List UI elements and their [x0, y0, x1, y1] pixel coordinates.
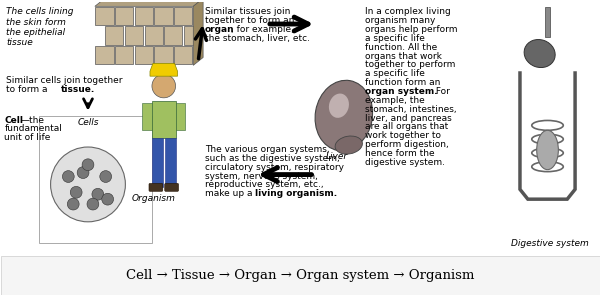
FancyBboxPatch shape	[135, 7, 153, 25]
Text: are all organs that: are all organs that	[365, 122, 449, 132]
Text: a specific life: a specific life	[365, 34, 426, 43]
Text: make up a: make up a	[205, 189, 255, 198]
Bar	[1, 256, 599, 295]
Text: function form an: function form an	[365, 78, 441, 87]
Text: hence form the: hence form the	[365, 149, 435, 158]
FancyBboxPatch shape	[149, 184, 163, 191]
Circle shape	[87, 198, 99, 210]
Text: circulatory system, respiratory: circulatory system, respiratory	[205, 163, 344, 172]
Text: Digestive system: Digestive system	[511, 238, 589, 247]
Text: organs that work: organs that work	[365, 52, 443, 61]
Text: Similar cells join together: Similar cells join together	[6, 76, 123, 85]
FancyBboxPatch shape	[125, 26, 143, 45]
Text: such as the digestive system,: such as the digestive system,	[205, 154, 340, 163]
Text: example, the: example, the	[365, 96, 425, 105]
FancyBboxPatch shape	[152, 138, 163, 187]
Text: work together to: work together to	[365, 131, 441, 140]
Text: perform digestion,: perform digestion,	[365, 140, 449, 149]
Text: fundamental: fundamental	[4, 124, 62, 133]
Text: function. All the: function. All the	[365, 43, 438, 52]
FancyBboxPatch shape	[176, 103, 185, 130]
FancyBboxPatch shape	[135, 46, 153, 64]
Text: system, nervous system,: system, nervous system,	[205, 172, 318, 181]
Text: Liver: Liver	[326, 152, 348, 161]
Text: Organism: Organism	[132, 194, 176, 203]
Text: together to form an: together to form an	[205, 16, 294, 25]
FancyBboxPatch shape	[174, 46, 192, 64]
FancyBboxPatch shape	[165, 184, 179, 191]
FancyBboxPatch shape	[545, 7, 550, 37]
Text: living organism.: living organism.	[255, 189, 337, 198]
FancyBboxPatch shape	[174, 7, 192, 25]
Text: , for example,: , for example,	[230, 25, 294, 34]
FancyBboxPatch shape	[154, 7, 173, 25]
Text: reproductive system, etc.,: reproductive system, etc.,	[205, 181, 323, 189]
Circle shape	[63, 171, 74, 182]
Circle shape	[82, 159, 94, 171]
Text: liver, and pancreas: liver, and pancreas	[365, 113, 452, 123]
Circle shape	[100, 171, 112, 182]
Bar	[39, 116, 152, 244]
Text: In a complex living: In a complex living	[365, 7, 451, 16]
Text: Cells: Cells	[77, 119, 98, 127]
Text: Cell: Cell	[4, 116, 23, 124]
FancyBboxPatch shape	[184, 26, 202, 45]
FancyBboxPatch shape	[105, 26, 123, 45]
FancyBboxPatch shape	[152, 101, 176, 138]
Circle shape	[152, 74, 176, 98]
Text: The cells lining
the skin form
the epithelial
tissue: The cells lining the skin form the epith…	[6, 7, 74, 48]
FancyBboxPatch shape	[95, 46, 114, 64]
Text: Similar tissues join: Similar tissues join	[205, 7, 291, 16]
FancyBboxPatch shape	[165, 138, 176, 187]
FancyBboxPatch shape	[95, 7, 114, 25]
FancyBboxPatch shape	[115, 7, 133, 25]
Circle shape	[77, 167, 89, 178]
Text: organs help perform: organs help perform	[365, 25, 458, 34]
Text: The various organ systems,: The various organ systems,	[205, 145, 330, 154]
Text: stomach, intestines,: stomach, intestines,	[365, 105, 457, 114]
Text: a specific life: a specific life	[365, 69, 426, 78]
Text: For: For	[434, 87, 451, 96]
FancyBboxPatch shape	[145, 26, 163, 45]
Text: together to perform: together to perform	[365, 60, 456, 69]
Ellipse shape	[537, 130, 558, 170]
FancyBboxPatch shape	[154, 46, 173, 64]
Polygon shape	[193, 0, 203, 65]
FancyBboxPatch shape	[115, 46, 133, 64]
Circle shape	[50, 147, 125, 222]
FancyBboxPatch shape	[142, 103, 152, 130]
Text: tissue.: tissue.	[60, 85, 95, 94]
Text: organism many: organism many	[365, 16, 436, 25]
Text: digestive system.: digestive system.	[365, 158, 446, 167]
Circle shape	[92, 188, 104, 200]
Text: the stomach, liver, etc.: the stomach, liver, etc.	[205, 34, 310, 43]
Text: Cell → Tissue → Organ → Organ system → Organism: Cell → Tissue → Organ → Organ system → O…	[126, 269, 475, 282]
Ellipse shape	[315, 80, 373, 151]
Circle shape	[102, 193, 114, 205]
Text: to form a: to form a	[6, 85, 50, 94]
Circle shape	[71, 187, 82, 198]
Ellipse shape	[524, 40, 555, 67]
Polygon shape	[95, 0, 203, 6]
Ellipse shape	[329, 94, 349, 118]
Text: organ system.: organ system.	[365, 87, 438, 96]
Circle shape	[67, 198, 79, 210]
FancyBboxPatch shape	[164, 26, 182, 45]
Ellipse shape	[335, 136, 362, 154]
Text: —the: —the	[20, 116, 44, 124]
Text: unit of life: unit of life	[4, 133, 50, 142]
Text: organ: organ	[205, 25, 235, 34]
Polygon shape	[150, 63, 178, 76]
